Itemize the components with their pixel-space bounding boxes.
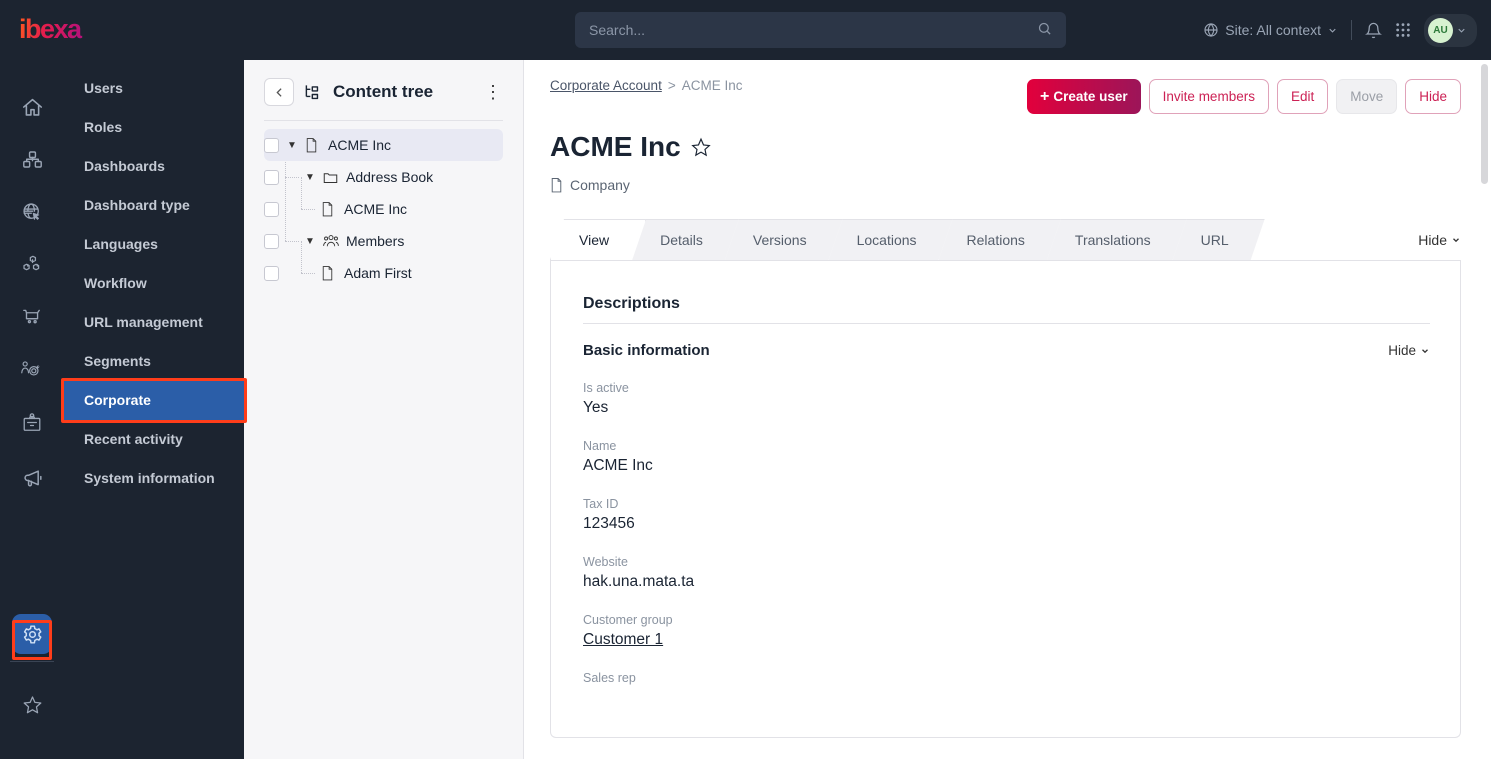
svg-text:ibexa: ibexa — [19, 14, 83, 44]
